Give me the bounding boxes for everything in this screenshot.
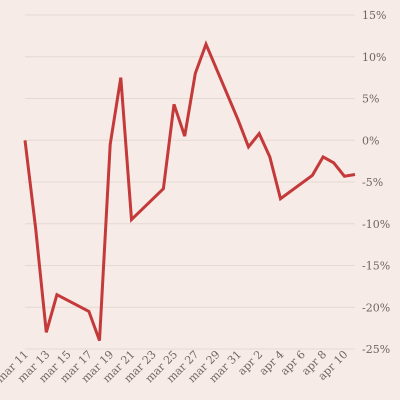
y-tick-label: 10% <box>362 51 386 64</box>
y-tick-label: 15% <box>362 9 386 22</box>
y-tick-label: -25% <box>362 343 390 356</box>
series-layer <box>23 40 356 342</box>
y-tick-label: 5% <box>362 93 379 106</box>
series-line <box>23 40 356 342</box>
y-axis-tick-labels: 15% 10% 5% 0% -5% -10% -15% -20% -25% <box>362 9 390 356</box>
y-tick-label: -10% <box>362 218 390 231</box>
y-tick-label: 0% <box>362 134 379 147</box>
grid <box>25 14 355 350</box>
y-tick-label: -5% <box>362 176 383 189</box>
y-tick-label: -15% <box>362 260 390 273</box>
y-tick-label: -20% <box>362 301 390 314</box>
